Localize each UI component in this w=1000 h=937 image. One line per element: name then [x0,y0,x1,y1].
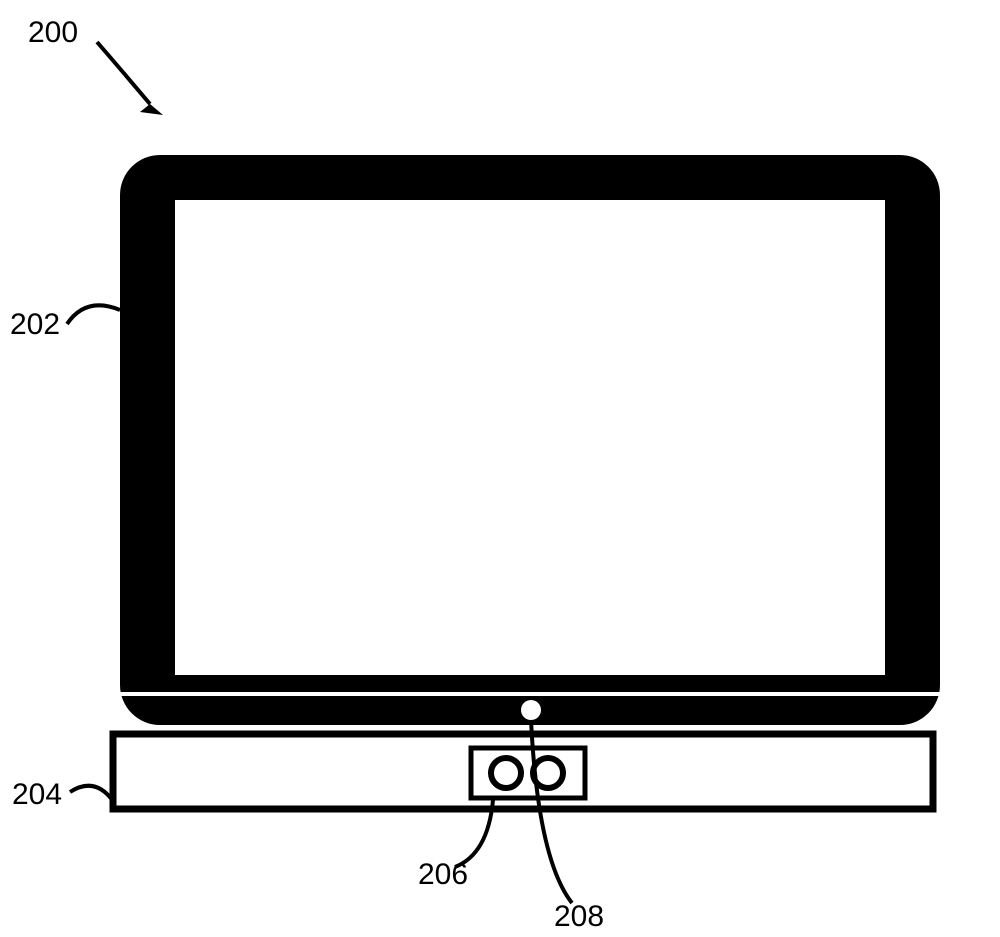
patent-figure-svg [0,0,1000,937]
screen [175,200,885,675]
bezel-accent-line [120,692,940,696]
label-206: 206 [418,858,468,892]
label-204: 204 [12,778,62,812]
label-202: 202 [10,308,60,342]
indicator-dot [521,700,541,720]
label-208: 208 [554,900,604,934]
leader-200 [97,42,163,115]
leader-204 [70,786,113,801]
leader-202 [67,305,120,324]
figure-canvas: 200 202 204 206 208 [0,0,1000,937]
label-200: 200 [28,16,78,50]
